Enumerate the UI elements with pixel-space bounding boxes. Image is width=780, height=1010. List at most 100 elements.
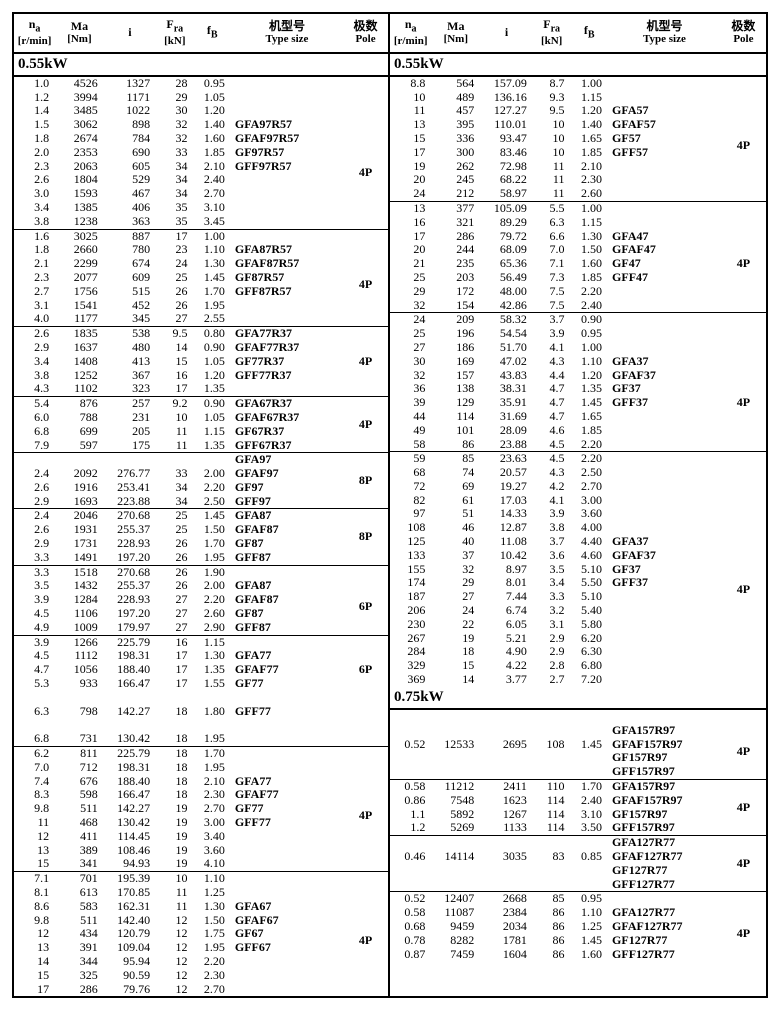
data-row: 12434120.79121.75GF67 [14, 927, 388, 941]
data-row: 0.58110872384861.10GFA127R774P [390, 906, 766, 920]
data-row: GF157R97 [390, 751, 766, 765]
hdr-type-size: 机型号Type size [231, 14, 343, 53]
data-row: 2520356.497.31.85GFF47 [390, 271, 766, 285]
power-heading: 0.55kW [14, 53, 388, 76]
data-row: 1728679.76122.70 [14, 983, 388, 997]
data-row: 1.045261327280.95 [14, 76, 388, 91]
data-row: 3.81252367161.20GFF77R37 [14, 369, 388, 383]
data-row: 8.3598166.47182.30GFAF77 [14, 788, 388, 802]
data-row: 5.48762579.20.90GFA67R374P [14, 397, 388, 411]
power-heading: 0.55kW [390, 53, 766, 76]
hdr-pole: 极数Pole [721, 14, 766, 53]
data-row: 726919.274.22.70 [390, 480, 766, 494]
data-row: 0.8774591604861.60GFF127R77 [390, 948, 766, 962]
hdr-fra: Fra[kN] [533, 14, 571, 53]
data-row [390, 709, 766, 724]
data-row: 3613838.314.71.35GF37 [390, 382, 766, 396]
hdr-i: i [480, 14, 533, 53]
data-row: 3215442.867.52.40 [390, 299, 766, 313]
data-row: 329154.222.86.80 [390, 659, 766, 673]
data-row: 187277.443.35.10 [390, 590, 766, 604]
data-row: 826117.034.13.00 [390, 494, 766, 508]
data-row: 10489136.169.31.15 [390, 91, 766, 105]
hdr-i: i [104, 14, 156, 53]
hdr-na: na[r/min] [390, 14, 431, 53]
table-container: na[r/min]Ma[Nm]iFra[kN]fB机型号Type size极数P… [12, 12, 768, 998]
data-row: 4.71056188.40171.35GFAF77 [14, 663, 388, 677]
data-row: 588623.884.52.20 [390, 438, 766, 452]
data-row: 9.8511142.40121.50GFAF67 [14, 914, 388, 928]
data-row: GFF127R77 [390, 878, 766, 892]
data-row: 1.63025887171.00 [14, 229, 388, 243]
data-row: 2.02353690331.85GF97R57 [14, 146, 388, 160]
data-row: 4.51112198.31171.30GFA776P [14, 649, 388, 663]
data-row: 7.4676188.40182.10GFA774P [14, 775, 388, 789]
data-row: 0.52124072668850.95 [390, 892, 766, 906]
data-row: 1728679.726.61.30GFA474P [390, 230, 766, 244]
data-row: 1.53062898321.40GFA97R574P [14, 118, 388, 132]
data-row: GFA978P [14, 453, 388, 467]
data-row: 2024568.22112.30 [390, 173, 766, 187]
data-row: 206246.743.25.40 [390, 604, 766, 618]
power-heading: 0.75kW [390, 687, 766, 709]
data-row: 1730083.46101.85GFF57 [390, 146, 766, 160]
data-row: 2.91693223.88342.50GFF97 [14, 495, 388, 509]
data-row: 1333710.423.64.60GFAF37 [390, 549, 766, 563]
data-row: 1.82660780231.10GFA87R574P [14, 243, 388, 257]
data-row: 9.8511142.27192.70GF77 [14, 802, 388, 816]
data-row: 3912935.914.71.45GFF37 [390, 396, 766, 410]
data-row: 13391109.04121.95GFF67 [14, 941, 388, 955]
data-row: 2.618355389.50.80GFA77R374P [14, 327, 388, 341]
data-row: 2.42046270.68251.45GFA878P [14, 509, 388, 523]
data-row: 1632189.296.31.15 [390, 216, 766, 230]
data-row: 1534194.93194.10 [14, 857, 388, 871]
data-row: 6.0788231101.05GFAF67R37 [14, 411, 388, 425]
spec-table: na[r/min]Ma[Nm]iFra[kN]fB机型号Type size极数P… [390, 14, 766, 961]
hdr-ma: Ma[Nm] [431, 14, 480, 53]
data-row [14, 691, 388, 705]
data-row: 2.71756515261.70GFF87R57 [14, 285, 388, 299]
data-row: 598523.634.52.20 [390, 452, 766, 466]
data-row: GFA157R974P [390, 724, 766, 738]
data-row: 3.31491197.20261.95GFF87 [14, 551, 388, 565]
data-row: 8.1613170.85111.25 [14, 886, 388, 900]
data-row: 2.42092276.77332.00GFAF97 [14, 467, 388, 481]
data-row: 6.8699205111.15GF67R37 [14, 425, 388, 439]
data-row: 284184.902.96.30 [390, 645, 766, 659]
hdr-fb: fB [193, 14, 230, 53]
data-row: 2519654.543.90.95 [390, 327, 766, 341]
data-row: GFF157R97 [390, 765, 766, 779]
data-row: 174298.013.45.50GFF37 [390, 576, 766, 590]
data-row: 4411431.694.71.65 [390, 410, 766, 424]
data-row: 3.91266225.79161.15 [14, 635, 388, 649]
data-row: 1.82674784321.60GFAF97R57 [14, 132, 388, 146]
data-row: 3.11541452261.95 [14, 299, 388, 313]
right-column: na[r/min]Ma[Nm]iFra[kN]fB机型号Type size极数P… [390, 14, 766, 996]
data-row: 230226.053.15.80 [390, 618, 766, 632]
data-row: 2917248.007.52.20 [390, 285, 766, 299]
data-row: 3.31518270.68261.90 [14, 565, 388, 579]
data-row: 2.61931255.37251.50GFAF87 [14, 523, 388, 537]
hdr-ma: Ma[Nm] [55, 14, 104, 53]
data-row: GF127R77 [390, 864, 766, 878]
data-row: 2.61804529342.40 [14, 173, 388, 187]
data-row: 3.41408413151.05GF77R37 [14, 355, 388, 369]
data-row: 2.12299674241.30GFAF87R57 [14, 257, 388, 271]
data-row: 2024468.097.01.50GFAF47 [390, 243, 766, 257]
data-row: 155328.973.55.10GF37 [390, 563, 766, 577]
data-row: 7.1701195.39101.10 [14, 872, 388, 886]
data-row: GFA127R774P [390, 836, 766, 850]
data-row: 3215743.834.41.20GFAF37 [390, 369, 766, 383]
spec-table: na[r/min]Ma[Nm]iFra[kN]fB机型号Type size极数P… [14, 14, 388, 996]
hdr-fb: fB [570, 14, 608, 53]
data-row: 1.434851022301.20 [14, 104, 388, 118]
data-row: 0.521253326951081.45GFAF157R97 [390, 738, 766, 752]
data-row: 3016947.024.31.10GFA374P [390, 355, 766, 369]
data-row: 3.51432255.37262.00GFA876P [14, 579, 388, 593]
data-row: 0.6894592034861.25GFAF127R77 [390, 920, 766, 934]
data-row: 13395110.01101.40GFAF57 [390, 118, 766, 132]
data-row: 3.91284228.93272.20GFAF87 [14, 593, 388, 607]
data-row: 4.01177345272.55 [14, 312, 388, 326]
data-row: 5.3933166.47171.55GF77 [14, 677, 388, 691]
data-row: 4.91009179.97272.90GFF87 [14, 621, 388, 635]
